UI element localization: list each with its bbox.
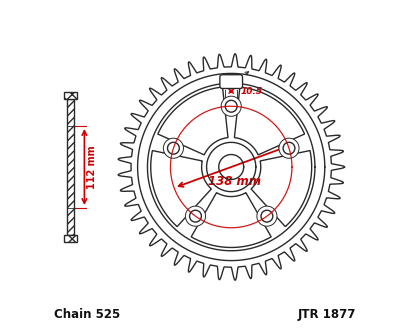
Polygon shape: [158, 87, 228, 155]
Text: 138 mm: 138 mm: [208, 175, 261, 188]
Circle shape: [186, 206, 206, 226]
FancyBboxPatch shape: [220, 75, 242, 89]
Circle shape: [148, 83, 315, 251]
Circle shape: [221, 96, 241, 116]
Circle shape: [257, 206, 277, 226]
Bar: [64, 92, 76, 99]
Polygon shape: [151, 151, 211, 226]
Bar: [64, 235, 76, 242]
Circle shape: [283, 142, 295, 154]
Text: Chain 525: Chain 525: [54, 308, 120, 321]
Polygon shape: [191, 193, 271, 247]
Text: JTR 1877: JTR 1877: [298, 308, 356, 321]
Circle shape: [261, 210, 273, 222]
Circle shape: [225, 100, 237, 112]
Bar: [67, 99, 74, 235]
Bar: [67, 99, 74, 235]
Circle shape: [190, 210, 201, 222]
Circle shape: [168, 142, 179, 154]
Bar: [64, 92, 76, 99]
Polygon shape: [251, 151, 312, 226]
Bar: [64, 235, 76, 242]
Circle shape: [279, 138, 299, 158]
Polygon shape: [234, 87, 304, 155]
Circle shape: [163, 138, 184, 158]
Text: 112 mm: 112 mm: [87, 145, 97, 189]
Text: 10.5: 10.5: [241, 87, 263, 96]
